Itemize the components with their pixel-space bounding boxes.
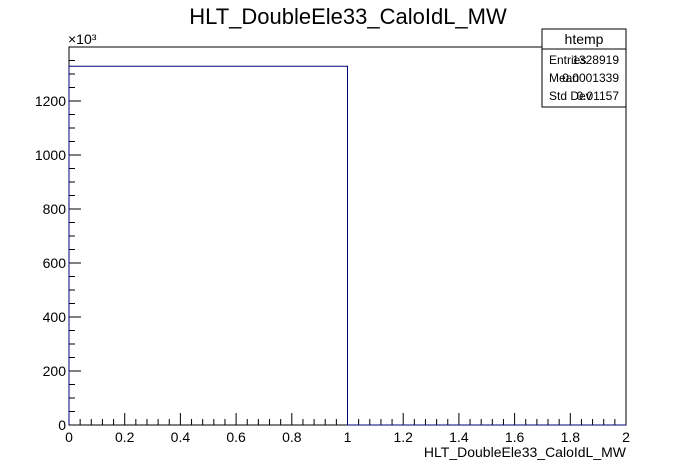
stats-stddev-value: 0.01157 — [577, 89, 620, 103]
y-tick-label: 1200 — [35, 93, 66, 109]
y-tick-label: 200 — [43, 363, 67, 379]
stats-box-title: htemp — [565, 31, 604, 47]
y-tick-label: 800 — [43, 201, 67, 217]
x-tick-label: 0 — [65, 429, 73, 445]
x-tick-label: 0.4 — [171, 429, 191, 445]
y-axis-multiplier: ×10³ — [68, 31, 97, 47]
chart-title: HLT_DoubleEle33_CaloIdL_MW — [189, 4, 507, 29]
x-tick-label: 1.4 — [449, 429, 469, 445]
histogram-line — [68, 65, 626, 426]
x-axis-label: HLT_DoubleEle33_CaloIdL_MW — [424, 444, 627, 460]
stats-entries-value: 1328919 — [572, 53, 619, 67]
stats-mean-value: 0.0001339 — [562, 71, 619, 85]
x-axis-tick-labels: 0 0.2 0.4 0.6 0.8 1 1.2 1.4 1.6 1.8 2 — [65, 429, 630, 445]
x-tick-label: 0.8 — [282, 429, 302, 445]
stats-stddev-label: Std Dev — [549, 89, 592, 103]
stats-box: htemp Entries 1328919 Mean 0.0001339 Std… — [541, 28, 627, 108]
x-tick-label: 1 — [344, 429, 352, 445]
stats-entries-label: Entries — [549, 53, 586, 67]
y-tick-label: 1000 — [35, 147, 66, 163]
x-axis-ticks — [68, 413, 627, 425]
x-tick-label: 1.2 — [393, 429, 413, 445]
x-tick-label: 0.6 — [226, 429, 246, 445]
y-axis-ticks — [69, 60, 81, 426]
x-tick-label: 2 — [622, 429, 630, 445]
stats-mean-label: Mean — [549, 71, 579, 85]
y-tick-label: 400 — [43, 309, 67, 325]
y-tick-label: 0 — [58, 417, 66, 433]
y-tick-label: 600 — [43, 255, 67, 271]
x-tick-label: 1.8 — [561, 429, 581, 445]
y-axis-tick-labels: 0 200 400 600 800 1000 1200 — [35, 93, 66, 433]
x-tick-label: 1.6 — [505, 429, 525, 445]
x-tick-label: 0.2 — [115, 429, 135, 445]
